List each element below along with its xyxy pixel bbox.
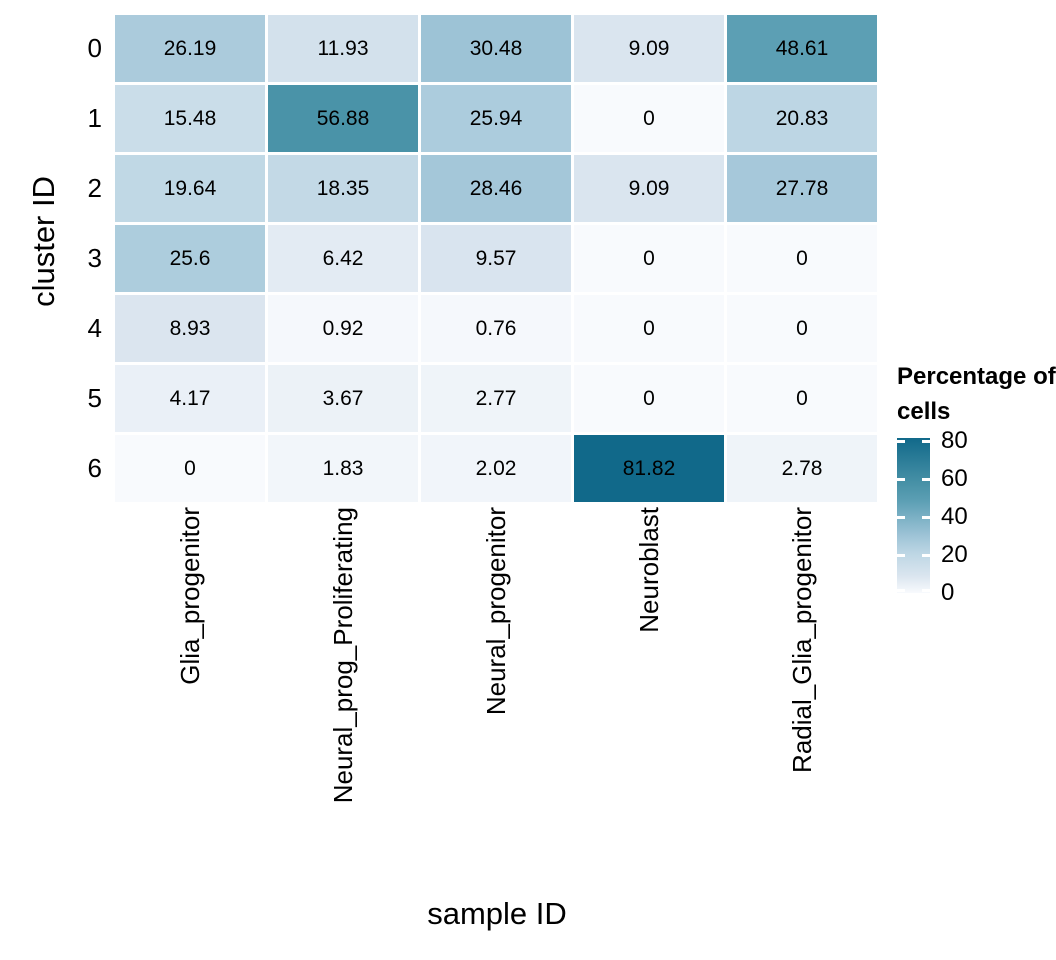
x-tick-label-wrap: Neural_progenitor <box>478 507 514 715</box>
heatmap-cell: 9.09 <box>574 155 724 222</box>
heatmap-cell: 9.57 <box>421 225 571 292</box>
heatmap-cell: 6.42 <box>268 225 418 292</box>
heatmap-cell: 0 <box>574 225 724 292</box>
heatmap-cell: 81.82 <box>574 435 724 502</box>
heatmap-cell: 3.67 <box>268 365 418 432</box>
heatmap-cell: 0 <box>727 365 877 432</box>
heatmap-cell: 0 <box>115 435 265 502</box>
heatmap-cell: 0.76 <box>421 295 571 362</box>
heatmap-cell: 2.77 <box>421 365 571 432</box>
legend-tick-label: 0 <box>941 579 955 606</box>
heatmap-cell: 0.92 <box>268 295 418 362</box>
x-tick-label: Neural_prog_Proliferating <box>327 507 358 804</box>
heatmap-cell: 2.78 <box>727 435 877 502</box>
heatmap-cell: 27.78 <box>727 155 877 222</box>
heatmap-cell: 18.35 <box>268 155 418 222</box>
y-tick-label: 0 <box>87 33 102 63</box>
heatmap-cell: 0 <box>574 295 724 362</box>
heatmap-cell: 30.48 <box>421 15 571 82</box>
x-tick-label-wrap: Radial_Glia_progenitor <box>784 507 820 773</box>
heatmap-cell: 19.64 <box>115 155 265 222</box>
heatmap-cell: 0 <box>727 295 877 362</box>
legend-tick-mark <box>897 439 905 443</box>
heatmap-cell: 9.09 <box>574 15 724 82</box>
heatmap-cell: 0 <box>727 225 877 292</box>
heatmap-grid: 26.19 11.93 30.48 9.09 48.61 15.48 56.88 25.94 0… <box>115 15 877 502</box>
legend-tick-mark <box>922 553 930 557</box>
x-tick-label-wrap: Neuroblast <box>631 507 667 633</box>
y-tick-label: 3 <box>87 243 102 273</box>
heatmap-cell: 0 <box>574 85 724 152</box>
heatmap-cell: 28.46 <box>421 155 571 222</box>
x-tick-label-wrap: Glia_progenitor <box>172 507 208 685</box>
heatmap-cell: 20.83 <box>727 85 877 152</box>
heatmap-cell: 25.6 <box>115 225 265 292</box>
x-tick-label: Neural_progenitor <box>480 507 511 716</box>
heatmap-cell: 2.02 <box>421 435 571 502</box>
legend-colorbar <box>897 438 930 593</box>
x-tick-label: Glia_progenitor <box>174 507 205 685</box>
y-axis-title: cluster ID <box>26 176 61 307</box>
heatmap-cell: 4.17 <box>115 365 265 432</box>
heatmap-cell: 15.48 <box>115 85 265 152</box>
legend-tick-mark <box>922 515 930 519</box>
legend-tick-mark <box>922 477 930 481</box>
y-tick-label: 1 <box>87 103 102 133</box>
heatmap-cell: 11.93 <box>268 15 418 82</box>
legend-tick-label: 40 <box>941 503 968 531</box>
heatmap-cell: 0 <box>574 365 724 432</box>
legend-tick-mark <box>897 589 905 592</box>
heatmap-cell: 48.61 <box>727 15 877 82</box>
heatmap-cell: 25.94 <box>421 85 571 152</box>
y-tick-label: 5 <box>87 383 102 413</box>
legend-tick-mark <box>897 477 905 481</box>
legend-title: Percentage of cells <box>897 363 1056 425</box>
heatmap-cell: 1.83 <box>268 435 418 502</box>
legend-tick-mark <box>897 515 905 519</box>
legend-tick-label: 80 <box>941 427 968 455</box>
legend-tick-label: 60 <box>941 465 968 493</box>
x-axis-title: sample ID <box>427 896 567 931</box>
legend-tick-mark <box>897 553 905 557</box>
y-tick-label: 4 <box>87 313 102 343</box>
legend-tick-label: 20 <box>941 541 968 569</box>
x-tick-label: Neuroblast <box>633 507 664 633</box>
heatmap-cell: 26.19 <box>115 15 265 82</box>
legend-tick-mark <box>922 589 930 592</box>
x-tick-label: Radial_Glia_progenitor <box>786 507 817 773</box>
y-tick-label: 6 <box>87 453 102 483</box>
heatmap-cell: 8.93 <box>115 295 265 362</box>
x-tick-label-wrap: Neural_prog_Proliferating <box>325 507 361 803</box>
legend-tick-mark <box>922 439 930 443</box>
heatmap-cell: 56.88 <box>268 85 418 152</box>
y-tick-label: 2 <box>87 173 102 203</box>
